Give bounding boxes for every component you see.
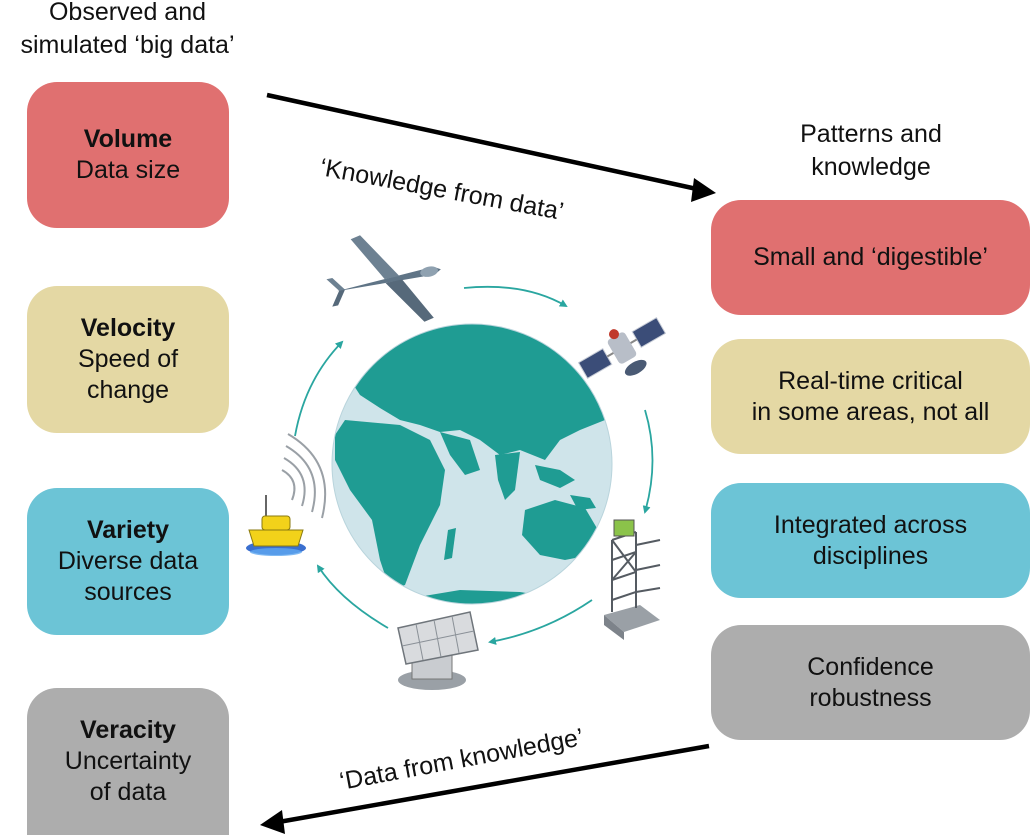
- knowledge-from-data-arrow: [266, 92, 716, 202]
- digestible-text: Small and ‘digestible’: [753, 243, 988, 271]
- confidence-text-2: robustness: [809, 683, 932, 712]
- cycle-arrow-bottom-right: [488, 599, 593, 645]
- globe-icon: [331, 323, 613, 605]
- cycle-arrows: [294, 285, 654, 645]
- buoy-icon: [246, 433, 327, 556]
- veracity-box: Veracity Uncertainty of data: [27, 688, 229, 835]
- left-heading-line-1: Observed and: [48, 0, 207, 26]
- right-heading: Patterns and knowledge: [741, 118, 1001, 184]
- velocity-box: Velocity Speed of change: [27, 286, 229, 433]
- cycle-arrow-top: [463, 285, 568, 308]
- flux-tower-icon: [604, 519, 661, 640]
- satellite-icon: [577, 317, 667, 379]
- right-heading-line-1: Patterns and: [800, 120, 942, 148]
- variety-text-1: Diverse data: [57, 547, 199, 575]
- integrated-text-1: Integrated across: [773, 510, 968, 539]
- drone-icon: [326, 235, 441, 322]
- veracity-title: Veracity: [80, 716, 176, 744]
- digestible-box: Small and ‘digestible’: [711, 200, 1030, 315]
- volume-title: Volume: [83, 125, 173, 153]
- real-time-text-1: Real-time critical: [778, 366, 963, 395]
- cycle-arrow-bottom-left: [316, 564, 389, 629]
- variety-title: Variety: [86, 516, 169, 544]
- integrated-box: Integrated across disciplines: [711, 483, 1030, 598]
- confidence-text-1: Confidence: [807, 652, 934, 681]
- right-heading-line-2: knowledge: [811, 153, 931, 181]
- data-from-knowledge-arrow: [260, 743, 710, 834]
- left-heading: Observed and simulated ‘big data’: [0, 0, 255, 62]
- velocity-title: Velocity: [80, 314, 176, 342]
- cycle-arrow-right: [642, 409, 654, 514]
- variety-text-2: sources: [84, 578, 172, 606]
- radio-telescope-icon: [397, 611, 479, 690]
- real-time-box: Real-time critical in some areas, not al…: [711, 339, 1030, 454]
- veracity-text-1: Uncertainty: [64, 747, 192, 775]
- variety-box: Variety Diverse data sources: [27, 488, 229, 635]
- cycle-arrow-left: [294, 340, 344, 437]
- volume-text: Data size: [75, 156, 181, 184]
- left-heading-line-2: simulated ‘big data’: [20, 31, 235, 59]
- velocity-text-2: change: [86, 376, 170, 404]
- confidence-box: Confidence robustness: [711, 625, 1030, 740]
- volume-box: Volume Data size: [27, 82, 229, 228]
- veracity-text-2: of data: [89, 778, 167, 806]
- velocity-text-1: Speed of: [77, 345, 179, 373]
- integrated-text-2: disciplines: [812, 541, 929, 570]
- real-time-text-2: in some areas, not all: [751, 397, 990, 426]
